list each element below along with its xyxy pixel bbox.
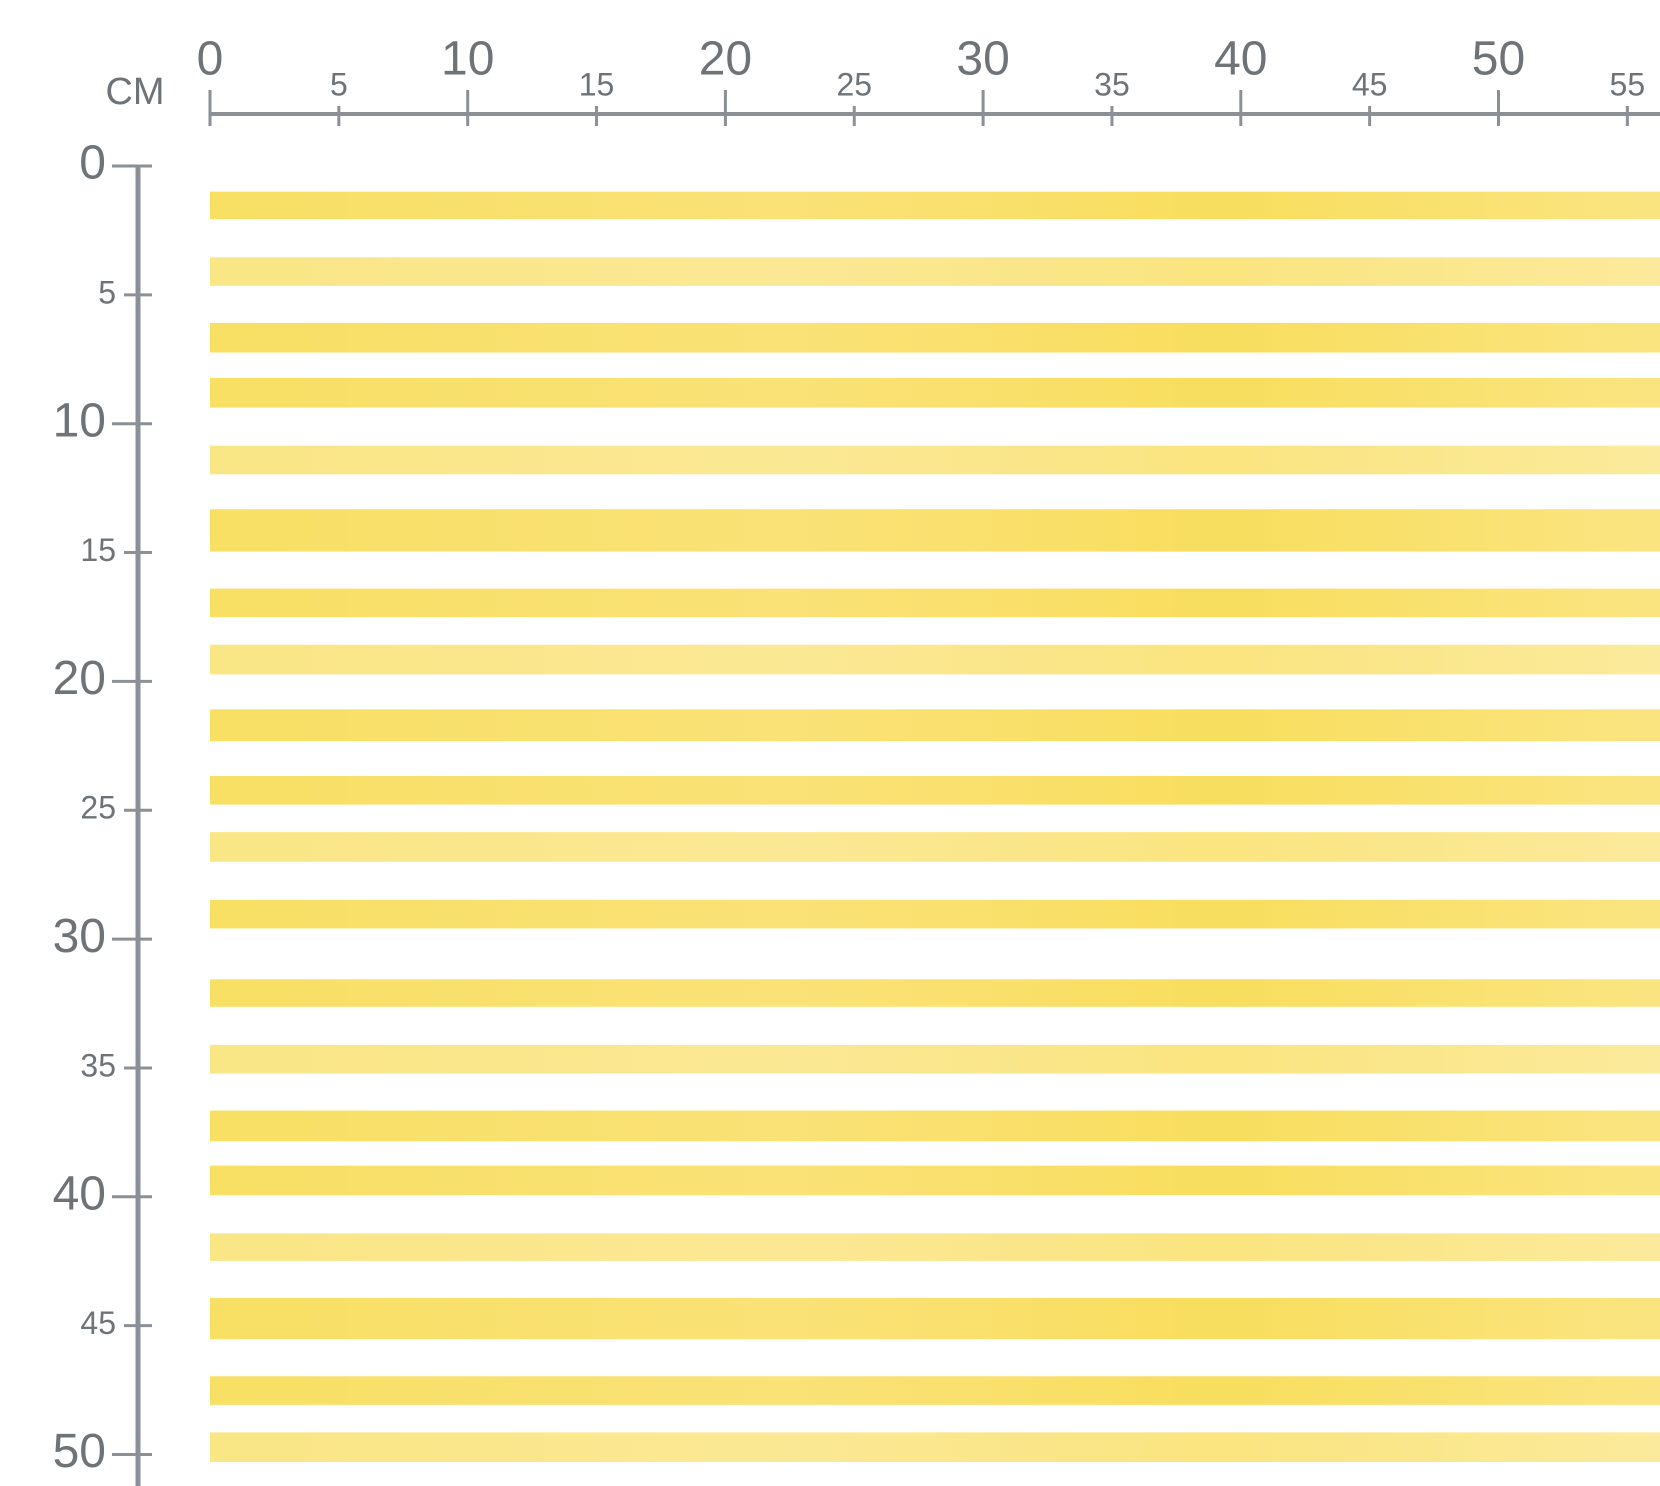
tick-label: 15 — [80, 532, 116, 568]
tick-label: 55 — [1610, 66, 1646, 102]
stripe — [210, 322, 1660, 353]
tick-label: 50 — [53, 1425, 106, 1478]
tick-label: 40 — [1214, 33, 1267, 86]
stripes — [210, 191, 1660, 1463]
tick-label: 45 — [80, 1305, 116, 1341]
tick-label: 35 — [1094, 66, 1130, 102]
tick-label: 50 — [1472, 33, 1525, 86]
tick-label: 0 — [197, 33, 224, 86]
tick-label: 5 — [98, 274, 116, 310]
stripe — [210, 1044, 1660, 1074]
stripe — [210, 979, 1660, 1007]
stripe — [210, 1110, 1660, 1142]
stripe — [210, 832, 1660, 862]
tick-label: 40 — [53, 1167, 106, 1220]
tick-label: 25 — [80, 790, 116, 826]
tick-label: 30 — [956, 33, 1009, 86]
tick-label: 5 — [330, 66, 348, 102]
tick-label: 10 — [441, 33, 494, 86]
tick-label: 15 — [579, 66, 615, 102]
tick-label: 30 — [53, 910, 106, 963]
stripe — [210, 509, 1660, 552]
stripe — [210, 377, 1660, 408]
tick-label: 0 — [79, 137, 106, 190]
tick-label: 35 — [80, 1047, 116, 1083]
stripe — [210, 776, 1660, 805]
stripe — [210, 191, 1660, 220]
top-ruler: 0 5 10 15 20 25 30 35 40 45 50 55 — [197, 33, 1660, 126]
stripe — [210, 899, 1660, 929]
stripe — [210, 1376, 1660, 1405]
tick-label: 25 — [836, 66, 872, 102]
stripe — [210, 1165, 1660, 1196]
tick-label: 20 — [699, 33, 752, 86]
tick-label: 20 — [53, 652, 106, 705]
stripe — [210, 644, 1660, 675]
stripe — [210, 588, 1660, 618]
stripe — [210, 257, 1660, 286]
stripe — [210, 1233, 1660, 1261]
left-ruler: 0 5 10 15 20 25 30 35 40 45 50 — [53, 137, 152, 1486]
tick-label: 45 — [1352, 66, 1388, 102]
stripe — [210, 445, 1660, 475]
stripe — [210, 709, 1660, 742]
unit-label: CM — [105, 71, 164, 113]
stripe — [210, 1297, 1660, 1340]
stripe — [210, 1432, 1660, 1463]
tick-label: 10 — [53, 394, 106, 447]
